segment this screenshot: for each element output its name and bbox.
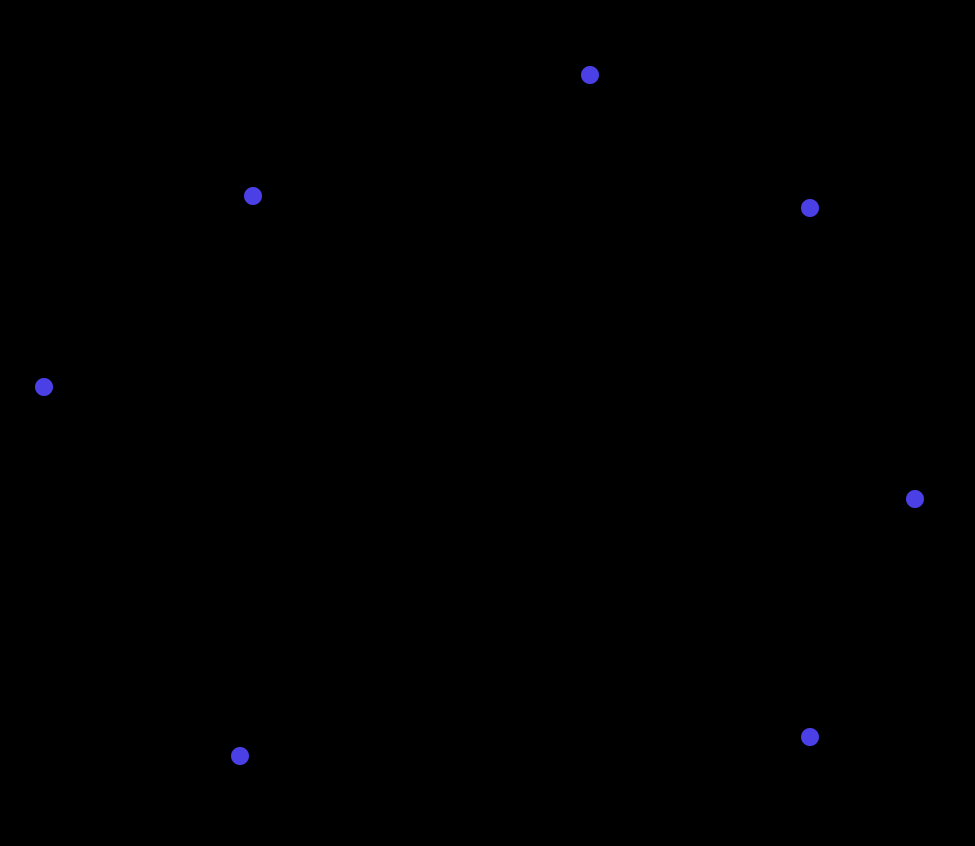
- point-5: [904, 488, 926, 510]
- scatter-canvas: [0, 0, 975, 846]
- point-3: [242, 185, 264, 207]
- point-4: [33, 376, 55, 398]
- point-2: [799, 197, 821, 219]
- point-7: [229, 745, 251, 767]
- point-6: [799, 726, 821, 748]
- point-1: [579, 64, 601, 86]
